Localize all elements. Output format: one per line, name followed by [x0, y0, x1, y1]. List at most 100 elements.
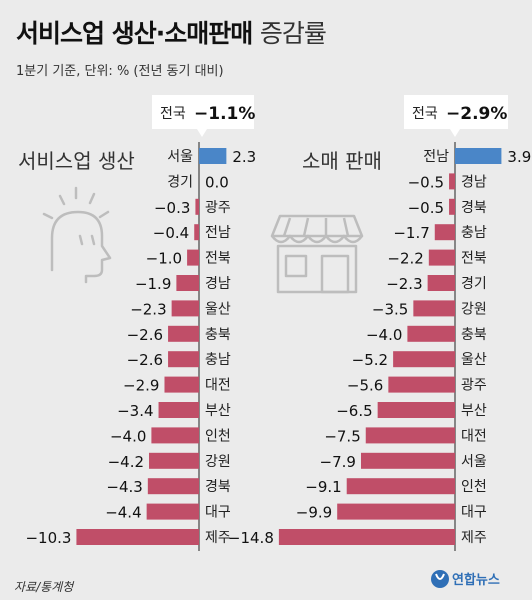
category-label-services-4: 전북 — [205, 251, 231, 267]
bar-services-15 — [76, 529, 199, 545]
value-label-retail-0: 3.9 — [507, 148, 531, 166]
bar-services-8 — [168, 351, 199, 368]
value-label-retail-2: −0.5 — [408, 199, 444, 217]
category-label-services-6: 울산 — [205, 301, 231, 317]
bar-services-2 — [195, 198, 199, 215]
bar-services-11 — [151, 427, 199, 444]
value-label-retail-5: −2.3 — [386, 275, 422, 293]
category-label-retail-12: 서울 — [461, 454, 487, 470]
value-label-retail-8: −5.2 — [352, 351, 388, 369]
value-label-services-0: 2.3 — [232, 148, 256, 166]
bar-retail-3 — [434, 224, 455, 241]
bars-retail: 전남 3.9 경남 −0.5 경북 −0.5 충남 −1.7 전북 −2.2 경기 −2.3 강원 −3.… — [228, 142, 531, 551]
bar-retail-6 — [413, 300, 455, 317]
bar-retail-7 — [407, 325, 455, 342]
bar-services-7 — [168, 325, 199, 342]
value-label-retail-11: −7.5 — [324, 427, 360, 445]
value-label-services-11: −4.0 — [110, 427, 146, 445]
national-value-services: −1.1% — [194, 104, 255, 124]
bars-services: 서울 2.3 경기 0.0 광주 −0.3 전남 −0.4 전북 −1.0 경남 −1.9 울산 −2.3… — [25, 142, 256, 551]
source-note: 자료/통계청 — [14, 580, 74, 594]
category-label-retail-14: 대구 — [461, 505, 487, 521]
category-label-services-1: 경기 — [167, 174, 193, 190]
category-label-retail-0: 전남 — [423, 149, 449, 165]
national-label-services: 전국 — [160, 106, 186, 122]
bar-retail-12 — [360, 452, 455, 469]
value-label-services-4: −1.0 — [146, 250, 182, 268]
bar-retail-8 — [393, 351, 455, 368]
national-value-retail: −2.9% — [446, 104, 507, 124]
thinking-person-icon — [42, 186, 112, 284]
category-label-retail-10: 부산 — [461, 403, 487, 419]
category-label-retail-5: 경기 — [461, 276, 487, 292]
value-label-services-5: −1.9 — [135, 275, 171, 293]
category-label-retail-11: 대전 — [461, 428, 487, 444]
series-title-retail: 소매 판매 — [302, 149, 382, 173]
category-label-retail-3: 충남 — [461, 225, 487, 241]
national-callout-retail: 전국 −2.9% — [404, 95, 508, 137]
category-label-services-8: 충남 — [205, 352, 231, 368]
value-label-services-6: −2.3 — [130, 300, 166, 318]
bar-retail-14 — [337, 503, 455, 520]
yonhap-logo: 연합뉴스 — [431, 570, 500, 588]
category-label-retail-4: 전북 — [461, 251, 487, 267]
bar-retail-1 — [449, 173, 455, 190]
bar-retail-15 — [278, 529, 455, 545]
store-icon — [270, 214, 364, 294]
value-label-retail-10: −6.5 — [336, 402, 372, 420]
value-label-retail-6: −3.5 — [372, 300, 408, 318]
category-label-retail-2: 경북 — [461, 200, 487, 216]
category-label-retail-7: 충북 — [461, 327, 487, 343]
value-label-retail-4: −2.2 — [387, 250, 423, 268]
bar-retail-13 — [346, 478, 455, 495]
bar-retail-10 — [377, 402, 455, 418]
category-label-services-3: 전남 — [205, 225, 231, 241]
value-label-services-2: −0.3 — [154, 199, 190, 217]
category-label-services-0: 서울 — [167, 149, 193, 165]
bar-services-5 — [176, 275, 199, 291]
category-label-retail-9: 광주 — [461, 378, 487, 394]
bar-services-12 — [149, 452, 199, 469]
category-label-services-11: 인천 — [205, 428, 231, 444]
bar-services-10 — [158, 402, 199, 418]
value-label-services-10: −3.4 — [117, 402, 153, 420]
chart-subtitle: 1분기 기준, 단위: % (전년 동기 대비) — [16, 64, 224, 79]
value-label-retail-1: −0.5 — [408, 173, 444, 191]
category-label-services-7: 충북 — [205, 327, 231, 343]
value-label-services-12: −4.2 — [108, 453, 144, 471]
category-label-services-15: 제주 — [205, 530, 231, 546]
chart-services: 서비스업 생산 전국 −1.1% 서울 2.3 경기 0.0 광주 −0.3 전남 −0.4 전… — [18, 95, 256, 551]
category-label-services-5: 경남 — [205, 276, 231, 292]
bar-retail-0 — [455, 148, 502, 164]
category-label-retail-1: 경남 — [461, 174, 487, 190]
value-label-retail-15: −14.8 — [228, 529, 274, 547]
value-label-retail-3: −1.7 — [393, 224, 429, 242]
category-label-services-9: 대전 — [205, 378, 231, 394]
bar-retail-2 — [449, 198, 455, 215]
logo-text: 연합뉴스 — [452, 572, 500, 588]
bar-services-14 — [146, 503, 199, 520]
value-label-services-15: −10.3 — [25, 529, 71, 547]
value-label-services-7: −2.6 — [127, 326, 163, 344]
bar-retail-9 — [388, 376, 455, 393]
national-callout-services: 전국 −1.1% — [152, 95, 255, 137]
category-label-services-2: 광주 — [205, 200, 231, 216]
value-label-services-9: −2.9 — [123, 377, 159, 395]
category-label-retail-15: 제주 — [461, 530, 487, 546]
category-label-services-10: 부산 — [205, 403, 231, 419]
value-label-services-13: −4.3 — [106, 478, 142, 496]
bar-services-0 — [199, 148, 227, 164]
value-label-retail-14: −9.9 — [296, 504, 332, 522]
bar-services-13 — [147, 478, 199, 495]
value-label-services-8: −2.6 — [127, 351, 163, 369]
value-label-services-1: 0.0 — [205, 173, 229, 191]
value-label-services-14: −4.4 — [105, 504, 141, 522]
bar-services-4 — [187, 249, 199, 266]
bar-retail-5 — [427, 275, 455, 291]
bar-retail-4 — [428, 249, 455, 266]
value-label-retail-9: −5.6 — [347, 377, 383, 395]
value-label-retail-13: −9.1 — [305, 478, 341, 496]
category-label-retail-13: 인천 — [461, 479, 487, 495]
national-label-retail: 전국 — [412, 106, 438, 122]
